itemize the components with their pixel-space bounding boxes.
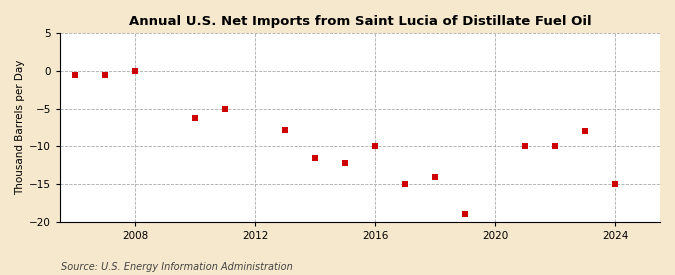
Y-axis label: Thousand Barrels per Day: Thousand Barrels per Day [15,60,25,195]
Title: Annual U.S. Net Imports from Saint Lucia of Distillate Fuel Oil: Annual U.S. Net Imports from Saint Lucia… [129,15,591,28]
Text: Source: U.S. Energy Information Administration: Source: U.S. Energy Information Administ… [61,262,292,272]
